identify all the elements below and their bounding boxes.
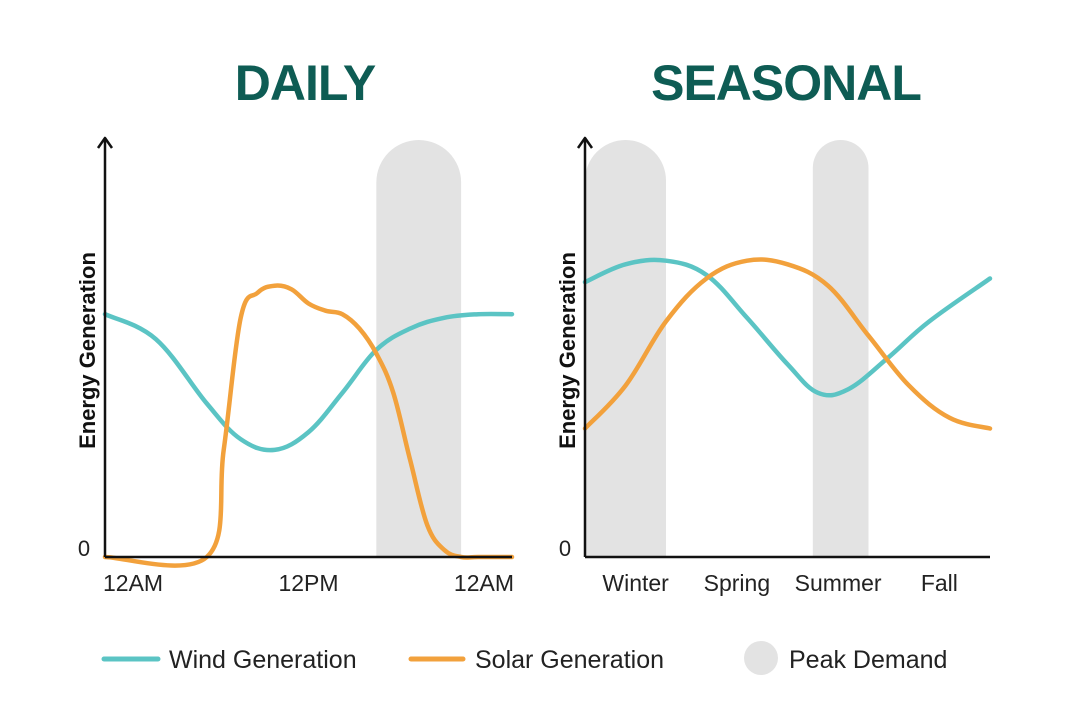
- x-tick-label: 12PM: [278, 570, 338, 596]
- series-line-wind-generation: [102, 311, 515, 453]
- legend: Wind Generation Solar Generation Peak De…: [101, 641, 947, 675]
- legend-peak-label: Peak Demand: [789, 646, 947, 674]
- x-tick-label: Spring: [704, 570, 770, 596]
- panel-title: DAILY: [235, 55, 376, 111]
- peak-demand-band-0: [585, 140, 666, 557]
- panel-1: SEASONAL Energy Generation 0 Winter Spring Su…: [555, 55, 993, 596]
- peak-demand-band-1: [812, 140, 869, 557]
- legend-solar-label: Solar Generation: [475, 646, 664, 674]
- x-tick-label: 12AM: [454, 570, 514, 596]
- x-tick-label: Summer: [795, 570, 882, 596]
- series-line-wind-generation: [582, 257, 993, 398]
- y-axis-arrow: [576, 136, 594, 149]
- y-axis-arrow: [96, 136, 114, 149]
- x-tick-label: Fall: [921, 570, 958, 596]
- panel-0: DAILY Energy Generation 0 12AM 12PM 12AM: [75, 55, 515, 596]
- panel-title: SEASONAL: [651, 55, 921, 111]
- legend-peak-swatch: [744, 641, 778, 675]
- x-tick-label: Winter: [602, 570, 669, 596]
- y-zero-label: 0: [78, 536, 90, 561]
- legend-wind-label: Wind Generation: [169, 646, 357, 674]
- peak-demand-band-0: [376, 140, 462, 557]
- series-line-solar-generation: [582, 257, 993, 431]
- series-line-solar-generation: [102, 283, 515, 568]
- y-axis-label: Energy Generation: [555, 252, 580, 449]
- x-tick-label: 12AM: [103, 570, 163, 596]
- y-axis-label: Energy Generation: [75, 252, 100, 449]
- y-zero-label: 0: [559, 536, 571, 561]
